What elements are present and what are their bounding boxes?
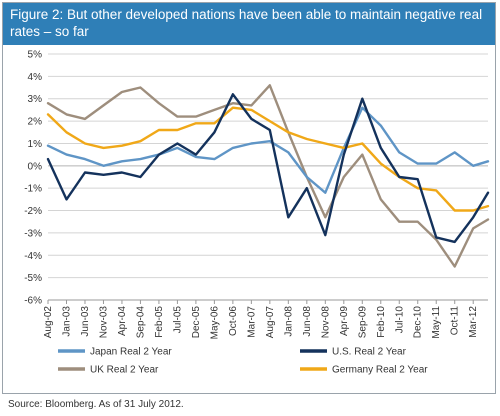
x-tick-label: Jan-08 [283,306,294,337]
x-tick-label: Sep-09 [357,306,368,339]
x-tick-label: Feb-10 [376,306,387,338]
x-tick-label: Jan-03 [61,306,72,337]
y-tick-label: -5% [24,273,42,284]
legend: Japan Real 2 Year U.S. Real 2 Year UK Real… [58,347,428,376]
y-tick-label: 5% [28,50,43,61]
y-tick-label: 0% [28,161,43,172]
x-tick-label: May-06 [209,306,220,340]
x-tick-label: Feb-05 [154,306,165,338]
series-line-uk-real-2-year [46,84,490,268]
x-tick-label: Sep-04 [135,306,146,339]
x-tick-label: Dec-10 [413,306,424,339]
series-line-germany-real-2-year [46,106,490,212]
series-lines [46,84,490,268]
x-tick-label: Jul-10 [394,306,405,334]
x-tick-label: Nov-03 [98,306,109,339]
y-tick-label: 3% [28,94,43,105]
y-tick-label: -4% [24,251,42,262]
x-tick-label: Nov-08 [320,306,331,339]
x-tick-label: Oct-06 [228,306,239,336]
x-tick-label: Aug-07 [265,306,276,339]
legend-label: U.S. Real 2 Year [332,347,407,358]
y-tick-label: 1% [28,139,43,150]
y-axis-ticks: 5% 4% 3% 2% 1% 0% -1% -2% -3% -4% -5% -6% [24,50,42,307]
series-line-japan-real-2-year [46,106,490,194]
y-tick-label: -1% [24,184,42,195]
y-tick-label: 2% [28,117,43,128]
x-axis-ticks: Aug-02 Jan-03 Jun-03 Nov-03 Apr-04 Sep-04 Feb-… [43,299,488,340]
legend-label: Japan Real 2 Year [90,347,172,358]
y-tick-label: -2% [24,206,42,217]
x-tick-label: Dec-05 [191,306,202,339]
x-tick-label: Aug-02 [43,306,54,339]
x-tick-label: Mar-12 [468,306,479,338]
x-tick-label: Apr-04 [117,306,128,336]
x-tick-label: Jul-05 [172,306,183,334]
source-note: Source: Bloomberg. As of 31 July 2012. [8,399,184,410]
x-tick-label: Jun-08 [302,306,313,337]
x-tick-label: May-11 [431,306,442,339]
title-bar: Figure 2: But other developed nations ha… [3,3,495,45]
x-tick-label: Oct-11 [450,306,461,336]
x-tick-label: Jun-03 [80,306,91,337]
y-tick-label: -3% [24,228,42,239]
x-tick-label: Mar-07 [246,306,257,338]
y-tick-label: -6% [24,296,42,307]
legend-label: UK Real 2 Year [90,365,159,376]
y-tick-label: 4% [28,72,43,83]
x-tick-label: Apr-09 [339,306,350,336]
gridlines [48,53,488,301]
legend-label: Germany Real 2 Year [332,365,428,376]
figure-title: Figure 2: But other developed nations ha… [10,7,483,39]
line-chart: 5% 4% 3% 2% 1% 0% -1% -2% -3% -4% -5% -6% Aug-02 Jan… [24,50,490,376]
series-line-u-s-real-2-year [46,93,490,244]
figure-frame: Figure 2: But other developed nations ha… [2,2,496,394]
